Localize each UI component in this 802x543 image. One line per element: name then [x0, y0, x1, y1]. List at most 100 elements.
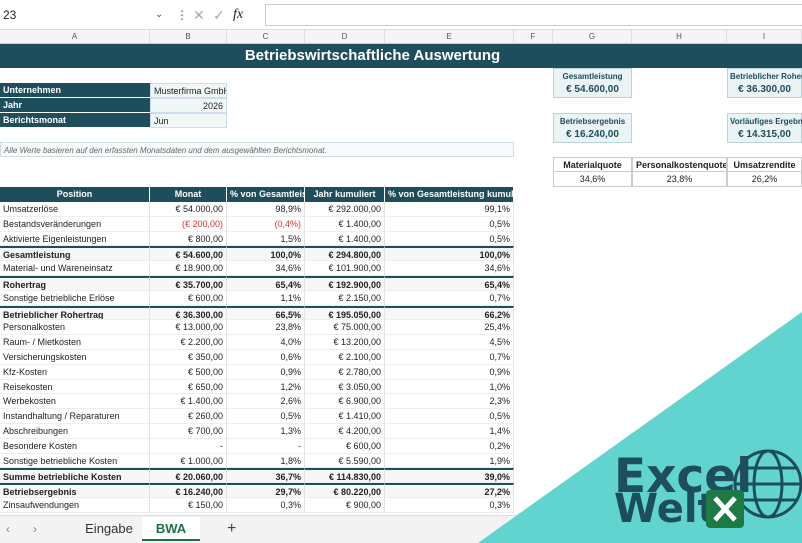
value-cell: 65,4% [227, 276, 305, 291]
row-label: Gesamtleistung [0, 246, 150, 262]
value-cell: € 1.400,00 [150, 394, 227, 410]
value-cell: 1,4% [385, 424, 514, 439]
row-label: Bestandsveränderungen [0, 216, 150, 232]
value-cell: - [150, 438, 227, 454]
table-header: % von Gesamtleistung [227, 187, 305, 202]
value-cell: € 500,00 [150, 364, 227, 380]
value-cell: € 700,00 [150, 424, 227, 439]
row-label: Aktivierte Eigenleistungen [0, 231, 150, 247]
formula-menu[interactable]: ⋮ [176, 8, 183, 22]
add-sheet[interactable]: + [227, 520, 237, 537]
name-box-dropdown[interactable]: ⌄ [155, 9, 164, 20]
value-cell: 65,4% [385, 276, 514, 291]
value-cell: € 36.300,00 [150, 305, 227, 321]
value-cell: 27,2% [385, 483, 514, 498]
column-header[interactable]: I [727, 30, 802, 44]
value-cell: € 1.400,00 [305, 231, 385, 247]
value-cell: € 1.410,00 [305, 409, 385, 424]
value-cell: 36,7% [227, 468, 305, 484]
kpi-value: € 54.600,00 [566, 84, 619, 95]
value-cell: 0,5% [227, 409, 305, 424]
column-header[interactable]: F [514, 30, 553, 44]
value-cell: € 2.780,00 [305, 364, 385, 380]
column-header[interactable]: D [305, 30, 385, 44]
value-cell: 1,2% [227, 379, 305, 395]
value-cell: 0,5% [385, 231, 514, 247]
row-label: Personalkosten [0, 320, 150, 336]
column-header[interactable]: B [150, 30, 227, 44]
column-header[interactable]: E [385, 30, 514, 44]
table-header: Monat [150, 187, 227, 202]
value-cell: € 75.000,00 [305, 320, 385, 336]
cancel-button[interactable]: ✕ [193, 7, 205, 23]
value-cell: (0,4%) [227, 216, 305, 232]
value-cell: 100,0% [227, 246, 305, 262]
kpi-card [553, 113, 632, 143]
row-label: Raum- / Mietkosten [0, 335, 150, 350]
value-cell: € 292.000,00 [305, 202, 385, 217]
row-label: Kfz-Kosten [0, 364, 150, 380]
info-value: Jun [150, 113, 227, 128]
kpi-value: € 16.240,00 [566, 129, 619, 140]
info-label: Jahr [0, 98, 150, 113]
value-cell: 4,0% [227, 335, 305, 350]
value-cell: € 2.200,00 [150, 335, 227, 350]
value-cell: 1,0% [385, 379, 514, 395]
value-cell: 39,0% [385, 468, 514, 484]
ratio-header: Materialquote [553, 157, 632, 172]
value-cell: 2,6% [227, 394, 305, 410]
value-cell: 0,5% [385, 409, 514, 424]
value-cell: € 35.700,00 [150, 276, 227, 291]
kpi-label: Betrieblicher Rohertrag [730, 72, 802, 81]
row-label: Werbekosten [0, 394, 150, 410]
value-cell: 0,6% [227, 350, 305, 365]
column-header[interactable]: G [553, 30, 632, 44]
value-cell: € 18.900,00 [150, 261, 227, 276]
note: Alle Werte basieren auf den erfassten Mo… [0, 142, 514, 157]
value-cell: 100,0% [385, 246, 514, 262]
info-label: Berichtsmonat [0, 113, 150, 128]
value-cell: € 195.050,00 [305, 305, 385, 321]
value-cell: 4,5% [385, 335, 514, 350]
scroll-left[interactable]: ‹ [6, 522, 10, 536]
value-cell: € 13.200,00 [305, 335, 385, 350]
insert-function-button[interactable]: fx [233, 7, 244, 22]
scroll-right[interactable]: › [33, 522, 37, 536]
value-cell: € 20.060,00 [150, 468, 227, 484]
value-cell: 66,2% [385, 305, 514, 321]
sheet-tab[interactable]: BWA [142, 517, 200, 541]
kpi-label: Betriebsergebnis [559, 117, 626, 126]
value-cell: 66,5% [227, 305, 305, 321]
logo-globe [733, 449, 802, 519]
column-header[interactable]: H [632, 30, 727, 44]
value-cell: 1,8% [227, 453, 305, 469]
value-cell: € 192.900,00 [305, 276, 385, 291]
value-cell: 0,7% [385, 290, 514, 306]
table-header: Position [0, 187, 150, 202]
row-label: Reisekosten [0, 379, 150, 395]
value-cell: € 350,00 [150, 350, 227, 365]
column-header[interactable]: C [227, 30, 305, 44]
value-cell: € 54.600,00 [150, 246, 227, 262]
value-cell: € 16.240,00 [150, 483, 227, 498]
kpi-card [727, 68, 802, 98]
value-cell: € 1.400,00 [305, 216, 385, 232]
logo-text: Excel [614, 449, 752, 504]
row-label: Sonstige betriebliche Kosten [0, 453, 150, 469]
ratio-value: 34,6% [553, 172, 632, 187]
formula-input[interactable] [265, 4, 802, 26]
enter-button[interactable]: ✓ [213, 7, 225, 23]
value-cell: € 650,00 [150, 379, 227, 395]
value-cell: € 2.150,00 [305, 290, 385, 306]
sheet-tab[interactable]: Eingabe [85, 521, 133, 536]
value-cell: € 600,00 [150, 290, 227, 306]
value-cell: € 13.000,00 [150, 320, 227, 336]
row-label: Betrieblicher Rohertrag [0, 305, 150, 321]
kpi-value: € 14.315,00 [738, 129, 791, 140]
column-header[interactable]: A [0, 30, 150, 44]
value-cell: € 800,00 [150, 231, 227, 247]
name-box[interactable]: 23 [3, 8, 17, 22]
value-cell: € 54.000,00 [150, 202, 227, 217]
value-cell: 0,9% [227, 364, 305, 380]
